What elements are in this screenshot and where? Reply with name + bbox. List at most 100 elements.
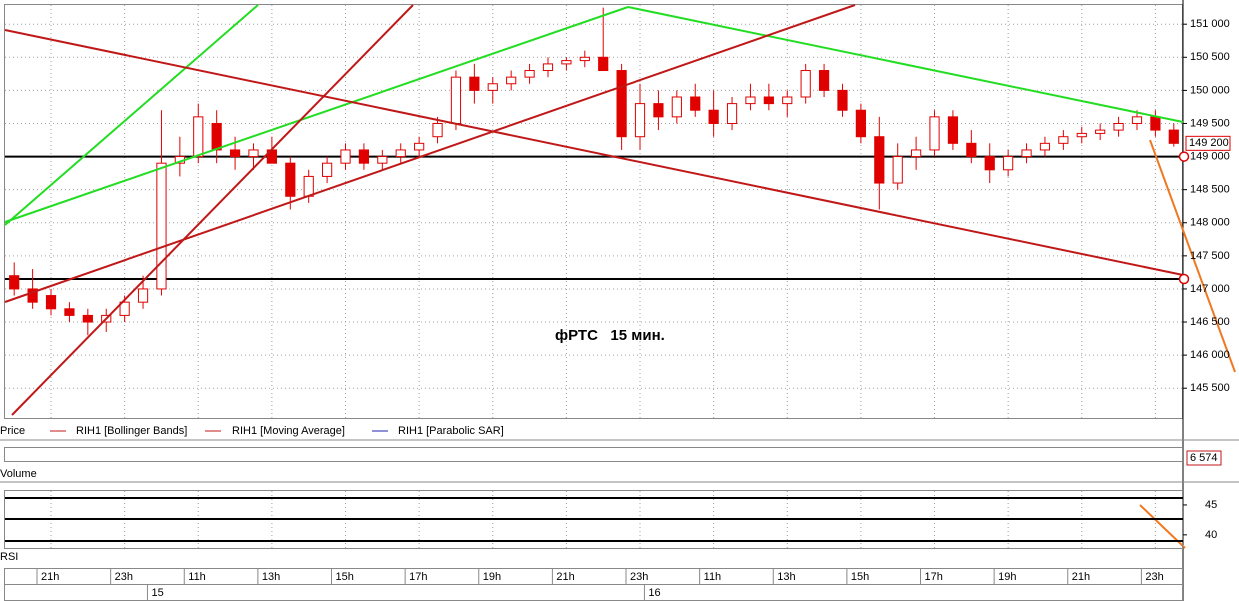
x-tick-label: 13h bbox=[777, 571, 795, 583]
trend-line bbox=[4, 4, 259, 226]
candle-body bbox=[45, 295, 57, 310]
candle-body bbox=[1095, 129, 1106, 134]
annotation: фРТС 15 мин. bbox=[555, 327, 665, 344]
legend-item: RIH1 [Moving Average] bbox=[232, 425, 345, 437]
candle-body bbox=[193, 116, 204, 158]
candle-body bbox=[855, 109, 866, 138]
candle-body bbox=[119, 301, 130, 316]
x-tick-label: 17h bbox=[409, 571, 427, 583]
candle-body bbox=[285, 162, 296, 197]
candle-body bbox=[653, 103, 664, 118]
plot bbox=[5, 5, 1183, 548]
candle-body bbox=[469, 76, 480, 91]
candle-body bbox=[874, 136, 885, 184]
level-marker bbox=[1178, 151, 1190, 162]
candle-body bbox=[671, 96, 682, 118]
y-tick-label: 45 bbox=[1205, 499, 1217, 511]
candle-body bbox=[561, 60, 572, 65]
y-tick-label: 146 500 bbox=[1190, 316, 1230, 328]
candle-body bbox=[542, 63, 554, 72]
x-tick-label: 19h bbox=[998, 571, 1016, 583]
candle-body bbox=[1076, 132, 1087, 138]
last-price-box bbox=[1185, 135, 1231, 151]
candle-body bbox=[598, 56, 609, 72]
y-tick-label: 151 000 bbox=[1190, 18, 1230, 30]
trend-line bbox=[4, 4, 856, 303]
x-tick-label: 11h bbox=[704, 571, 722, 583]
y-tick-label: 148 500 bbox=[1190, 184, 1230, 196]
candle-body bbox=[929, 116, 940, 151]
candle-body bbox=[984, 156, 995, 171]
candle-body bbox=[1021, 149, 1032, 158]
candle-body bbox=[229, 149, 241, 158]
y-tick-label: 40 bbox=[1205, 529, 1217, 541]
day-label: 15 bbox=[151, 587, 163, 599]
x-tick-label: 11h bbox=[188, 571, 206, 583]
candle-body bbox=[1058, 136, 1069, 144]
arrow bbox=[1149, 139, 1236, 373]
candle-body bbox=[1168, 129, 1179, 144]
legend-item: RIH1 [Parabolic SAR] bbox=[398, 425, 504, 437]
trend-line bbox=[4, 29, 1184, 276]
candle-body bbox=[763, 96, 774, 105]
candle-body bbox=[745, 96, 756, 105]
candle-body bbox=[579, 56, 590, 62]
y-tick-label: 145 500 bbox=[1190, 382, 1230, 394]
x-tick-label: 21h bbox=[1072, 571, 1090, 583]
trend-line bbox=[11, 4, 414, 416]
candle-body bbox=[1131, 116, 1143, 124]
candle-body bbox=[1003, 156, 1014, 171]
candle-body bbox=[818, 70, 830, 91]
legend-item: RIH1 [Bollinger Bands] bbox=[76, 425, 187, 437]
candle-body bbox=[966, 142, 977, 158]
trend-line bbox=[627, 6, 1184, 123]
candle-body bbox=[156, 162, 167, 290]
candle-body bbox=[524, 70, 535, 78]
candle-body bbox=[708, 109, 719, 124]
candle-body bbox=[634, 103, 646, 138]
candle-body bbox=[837, 89, 848, 111]
x-tick-label: 23h bbox=[630, 571, 648, 583]
candle-body bbox=[303, 175, 314, 197]
candle-body bbox=[892, 156, 903, 184]
candle-body bbox=[211, 122, 222, 151]
candle-body bbox=[487, 83, 498, 91]
candle-body bbox=[1113, 122, 1124, 131]
volume-panel bbox=[4, 447, 1183, 462]
candle-body bbox=[1150, 116, 1161, 131]
candle-body bbox=[450, 76, 462, 124]
trend-line bbox=[4, 6, 629, 223]
volume-last: 6 574 bbox=[1190, 452, 1218, 464]
panel-title: RSI bbox=[0, 551, 18, 563]
y-tick-label: 148 000 bbox=[1190, 217, 1230, 229]
x-tick-label: 19h bbox=[483, 571, 501, 583]
day-label: 16 bbox=[648, 587, 660, 599]
x-tick-label: 21h bbox=[556, 571, 574, 583]
y-tick-label: 147 000 bbox=[1190, 283, 1230, 295]
x-tick-label: 23h bbox=[1145, 571, 1163, 583]
candle-body bbox=[782, 96, 793, 105]
x-tick-label: 13h bbox=[262, 571, 280, 583]
y-tick-label: 150 500 bbox=[1190, 51, 1230, 63]
candle-body bbox=[911, 149, 922, 158]
candle-body bbox=[726, 103, 738, 124]
candle-body bbox=[248, 149, 259, 158]
candle-body bbox=[414, 142, 425, 151]
y-tick-label: 150 000 bbox=[1190, 84, 1230, 96]
candle-body bbox=[395, 149, 406, 158]
x-tick-label: 15h bbox=[851, 571, 869, 583]
y-tick-label: 149 000 bbox=[1190, 150, 1230, 162]
candle-body bbox=[616, 70, 627, 138]
y-tick-label: 147 500 bbox=[1190, 250, 1230, 262]
y-tick-label: 149 500 bbox=[1190, 117, 1230, 129]
value-box bbox=[1186, 450, 1222, 466]
candle-body bbox=[27, 288, 38, 303]
x-tick-label: 15h bbox=[336, 571, 354, 583]
candle-body bbox=[1039, 142, 1051, 151]
candle-body bbox=[690, 96, 701, 111]
candle-body bbox=[358, 149, 370, 164]
candle-body bbox=[377, 156, 388, 164]
candle-body bbox=[947, 116, 959, 144]
x-tick-label: 21h bbox=[41, 571, 59, 583]
